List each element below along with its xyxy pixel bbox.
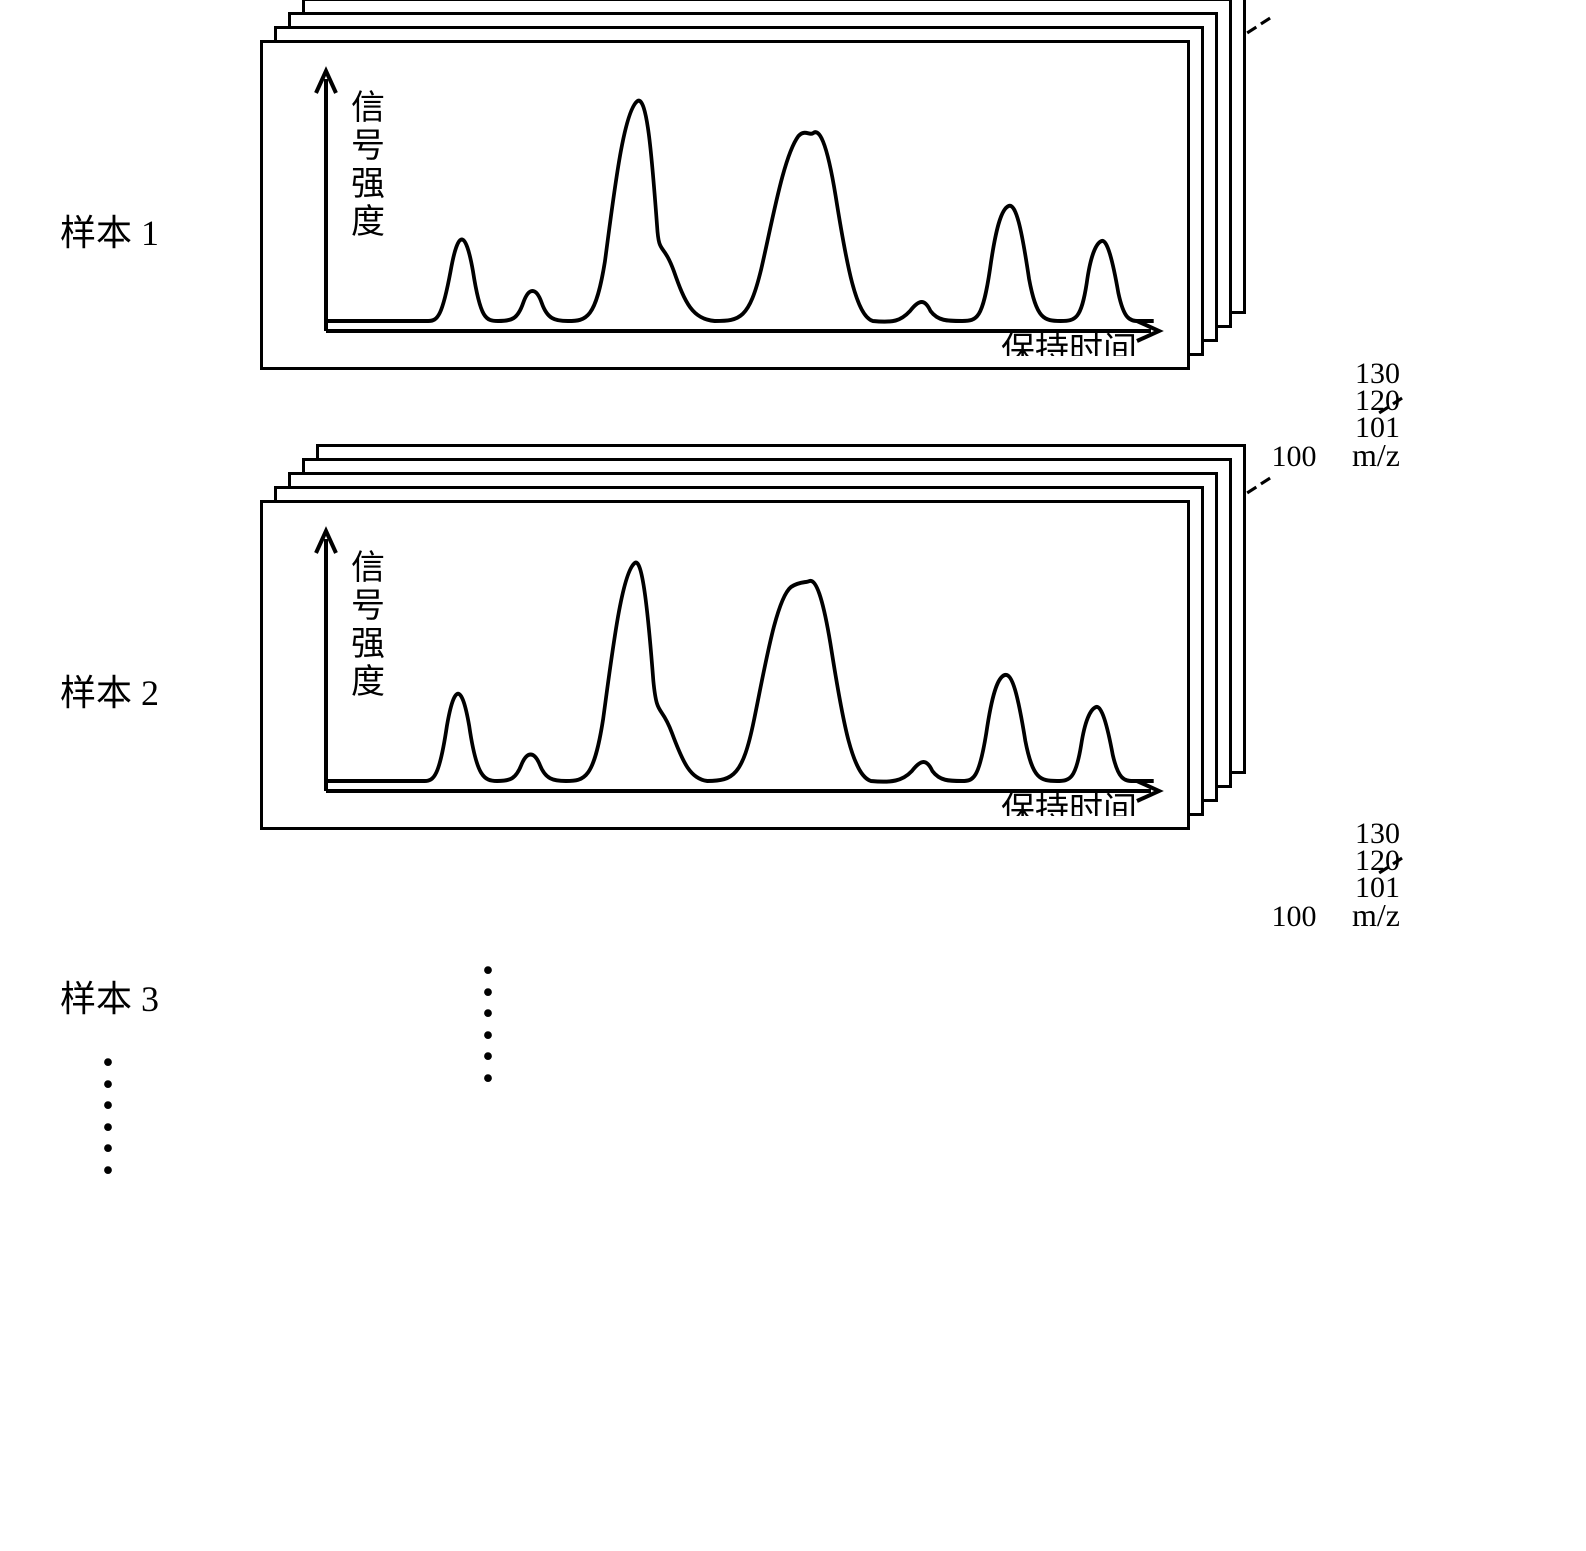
mz-axis-label: m/z: [1352, 441, 1400, 470]
sample-2-row: 样本 2 - - 信号强度 保持时间 - - 130 120 101: [60, 500, 1526, 880]
vertical-ellipsis-icon: ······: [100, 1052, 200, 1182]
mz-scale: 130 120 101 100 m/z: [1272, 360, 1400, 470]
mz-scale: 130 120 101 100 m/z: [1272, 820, 1400, 930]
y-axis-label: 信号强度: [351, 89, 385, 241]
x-axis-label: 保持时间: [1001, 791, 1137, 816]
chromatogram-svg: 信号强度 保持时间: [281, 521, 1171, 816]
x-axis-label: 保持时间: [1001, 331, 1137, 356]
chromatogram-curve: [326, 101, 1154, 322]
chromatogram-curve: [326, 563, 1154, 782]
sample-1-row: 样本 1 - - 信号强度 保持时间: [60, 40, 1526, 420]
sample-2-label: 样本 2: [60, 664, 200, 716]
chart-stack-1: - - 信号强度 保持时间 - -: [260, 40, 1310, 420]
y-axis-label: 信号强度: [351, 549, 385, 701]
chromatogram-svg: 信号强度 保持时间: [281, 61, 1171, 356]
chart-stack-2: - - 信号强度 保持时间 - - 130 120 101 100: [260, 500, 1310, 880]
chromatogram-panel: 信号强度 保持时间: [260, 40, 1190, 370]
vertical-ellipsis-icon: ······: [480, 960, 496, 1090]
chromatogram-panel: 信号强度 保持时间: [260, 500, 1190, 830]
sample-3-row: 样本 3 ······ ······: [60, 970, 1526, 1182]
mz-axis-label: m/z: [1352, 901, 1400, 930]
sample-1-label: 样本 1: [60, 204, 200, 256]
sample-3-label: 样本 3: [60, 970, 200, 1022]
